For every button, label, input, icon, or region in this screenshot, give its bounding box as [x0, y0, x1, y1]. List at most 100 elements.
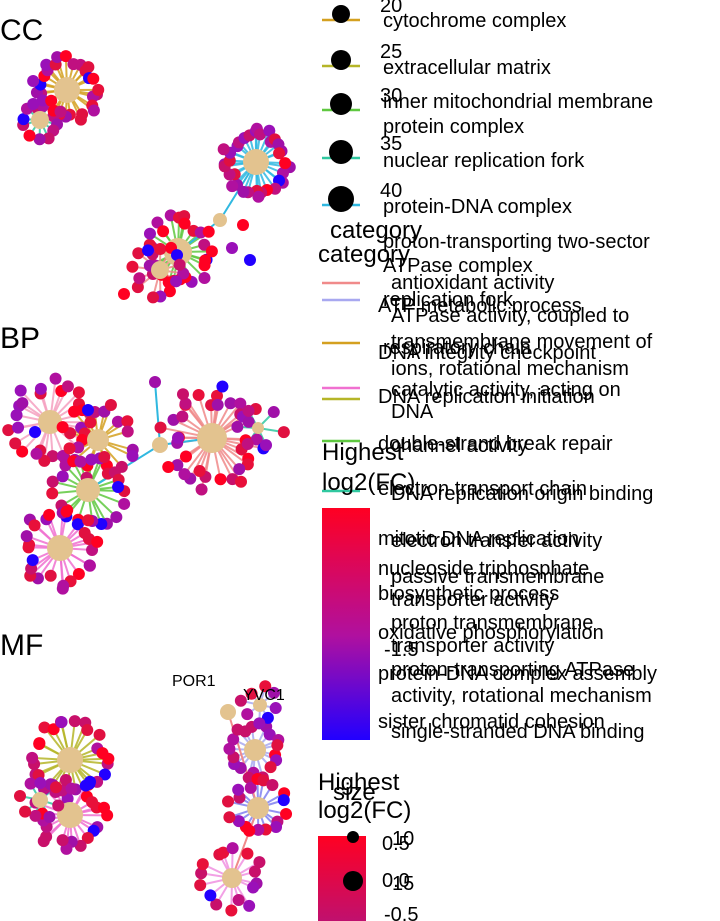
- size-legend-value: 40: [380, 180, 402, 202]
- gene-node: [24, 777, 37, 790]
- gene-node: [232, 815, 245, 828]
- size-legend-value: 30: [380, 85, 402, 107]
- mf-legend-label: transmembrane movement of: [391, 331, 653, 353]
- mf-legend-label: passive transmembrane: [391, 566, 604, 588]
- gene-node: [269, 702, 282, 715]
- gene-node: [27, 74, 40, 87]
- gene-node: [171, 249, 184, 262]
- gene-node: [198, 259, 211, 272]
- mf-legend-label: ions, rotational mechanism: [391, 358, 629, 380]
- gene-node: [179, 397, 192, 410]
- gene-node: [121, 425, 134, 438]
- gene-node: [61, 380, 74, 393]
- mf-legend-label: transporter activity: [391, 635, 554, 657]
- gene-node: [195, 483, 208, 496]
- gene-node: [82, 514, 95, 527]
- gene-node: [173, 258, 186, 271]
- gene-node: [81, 724, 94, 737]
- gene-node: [252, 823, 265, 836]
- gene-node: [44, 569, 57, 582]
- gene-node: [223, 811, 236, 824]
- gene-node: [16, 397, 29, 410]
- gene-node: [234, 397, 247, 410]
- gene-node: [267, 686, 280, 699]
- gene-node: [52, 799, 65, 812]
- gene-node: [2, 424, 15, 437]
- gene-node: [226, 180, 239, 193]
- network-edge: [154, 381, 161, 446]
- gene-node: [126, 449, 139, 462]
- size-legend-dot: [332, 5, 350, 23]
- gene-node: [74, 839, 87, 852]
- gene-node: [12, 421, 25, 434]
- gene-node: [95, 517, 108, 530]
- mf-legend-label: single-stranded DNA binding: [391, 721, 645, 743]
- gene-node: [118, 497, 131, 510]
- gene-node: [112, 481, 125, 494]
- size-legend-dot: [329, 140, 353, 164]
- gene-node: [60, 505, 73, 518]
- gene-node: [34, 382, 47, 395]
- gene-node: [68, 715, 81, 728]
- gene-node: [83, 777, 96, 790]
- bp-hub-7: [152, 437, 168, 453]
- gene-node: [214, 473, 227, 486]
- gene-node: [118, 288, 130, 300]
- fc-tick-label: 0.0: [382, 870, 410, 892]
- gene-node: [210, 898, 223, 911]
- gene-node: [280, 807, 293, 820]
- bp-hub-2: [87, 429, 109, 451]
- panel-title-bp: BP: [0, 322, 40, 355]
- gene-node: [196, 858, 209, 871]
- gene-node: [210, 389, 223, 402]
- gene-node: [10, 409, 23, 422]
- gene-node: [243, 899, 256, 912]
- size-legend-title: size: [333, 779, 376, 806]
- gene-node: [254, 128, 267, 141]
- fc-legend-title: Highest: [322, 439, 404, 466]
- gene-node: [142, 244, 155, 257]
- gene-node: [42, 132, 55, 145]
- gene-node: [242, 771, 255, 784]
- legend-title-category: category: [330, 217, 422, 244]
- gene-node: [131, 281, 144, 294]
- gene-node: [198, 272, 211, 285]
- mf-legend-label: proton transmembrane: [391, 612, 593, 634]
- bp-hub-1: [38, 410, 62, 434]
- gene-node: [29, 426, 41, 438]
- gene-node: [162, 461, 175, 474]
- gene-node: [224, 397, 237, 410]
- gene-node: [54, 105, 67, 118]
- gene-node: [252, 190, 265, 203]
- cc-legend-label: protein complex: [383, 116, 524, 138]
- gene-node: [250, 433, 263, 446]
- gene-node: [91, 535, 104, 548]
- gene-node: [241, 437, 254, 450]
- gene-node: [65, 782, 78, 795]
- bp-legend-label: double-strand break repair: [378, 433, 613, 455]
- gene-node: [16, 445, 29, 458]
- gene-node: [93, 728, 106, 741]
- bp-legend-label: mitotic DNA replication: [378, 528, 579, 550]
- size-legend-value: 15: [392, 873, 414, 895]
- mf-hub-4: [244, 739, 266, 761]
- mf-hub-3: [32, 792, 48, 808]
- size-legend-dot: [330, 93, 352, 115]
- bp-legend-label: electron transport chain: [378, 478, 587, 500]
- mf-hub-5: [247, 797, 269, 819]
- gene-node: [126, 260, 139, 273]
- cc-hub-respiratory-chain: [151, 261, 169, 279]
- gene-node: [233, 463, 246, 476]
- cc-legend-label: cytochrome complex: [383, 10, 566, 32]
- gene-node: [26, 554, 39, 567]
- gene-node: [72, 568, 85, 581]
- gene-node: [241, 847, 254, 860]
- gene-node: [226, 842, 239, 855]
- gene-node: [205, 245, 218, 258]
- gene-node: [87, 72, 100, 85]
- gene-node: [26, 751, 39, 764]
- gene-node: [259, 680, 272, 693]
- gene-node: [57, 579, 70, 592]
- gene-node: [202, 225, 215, 238]
- gene-node: [149, 376, 161, 388]
